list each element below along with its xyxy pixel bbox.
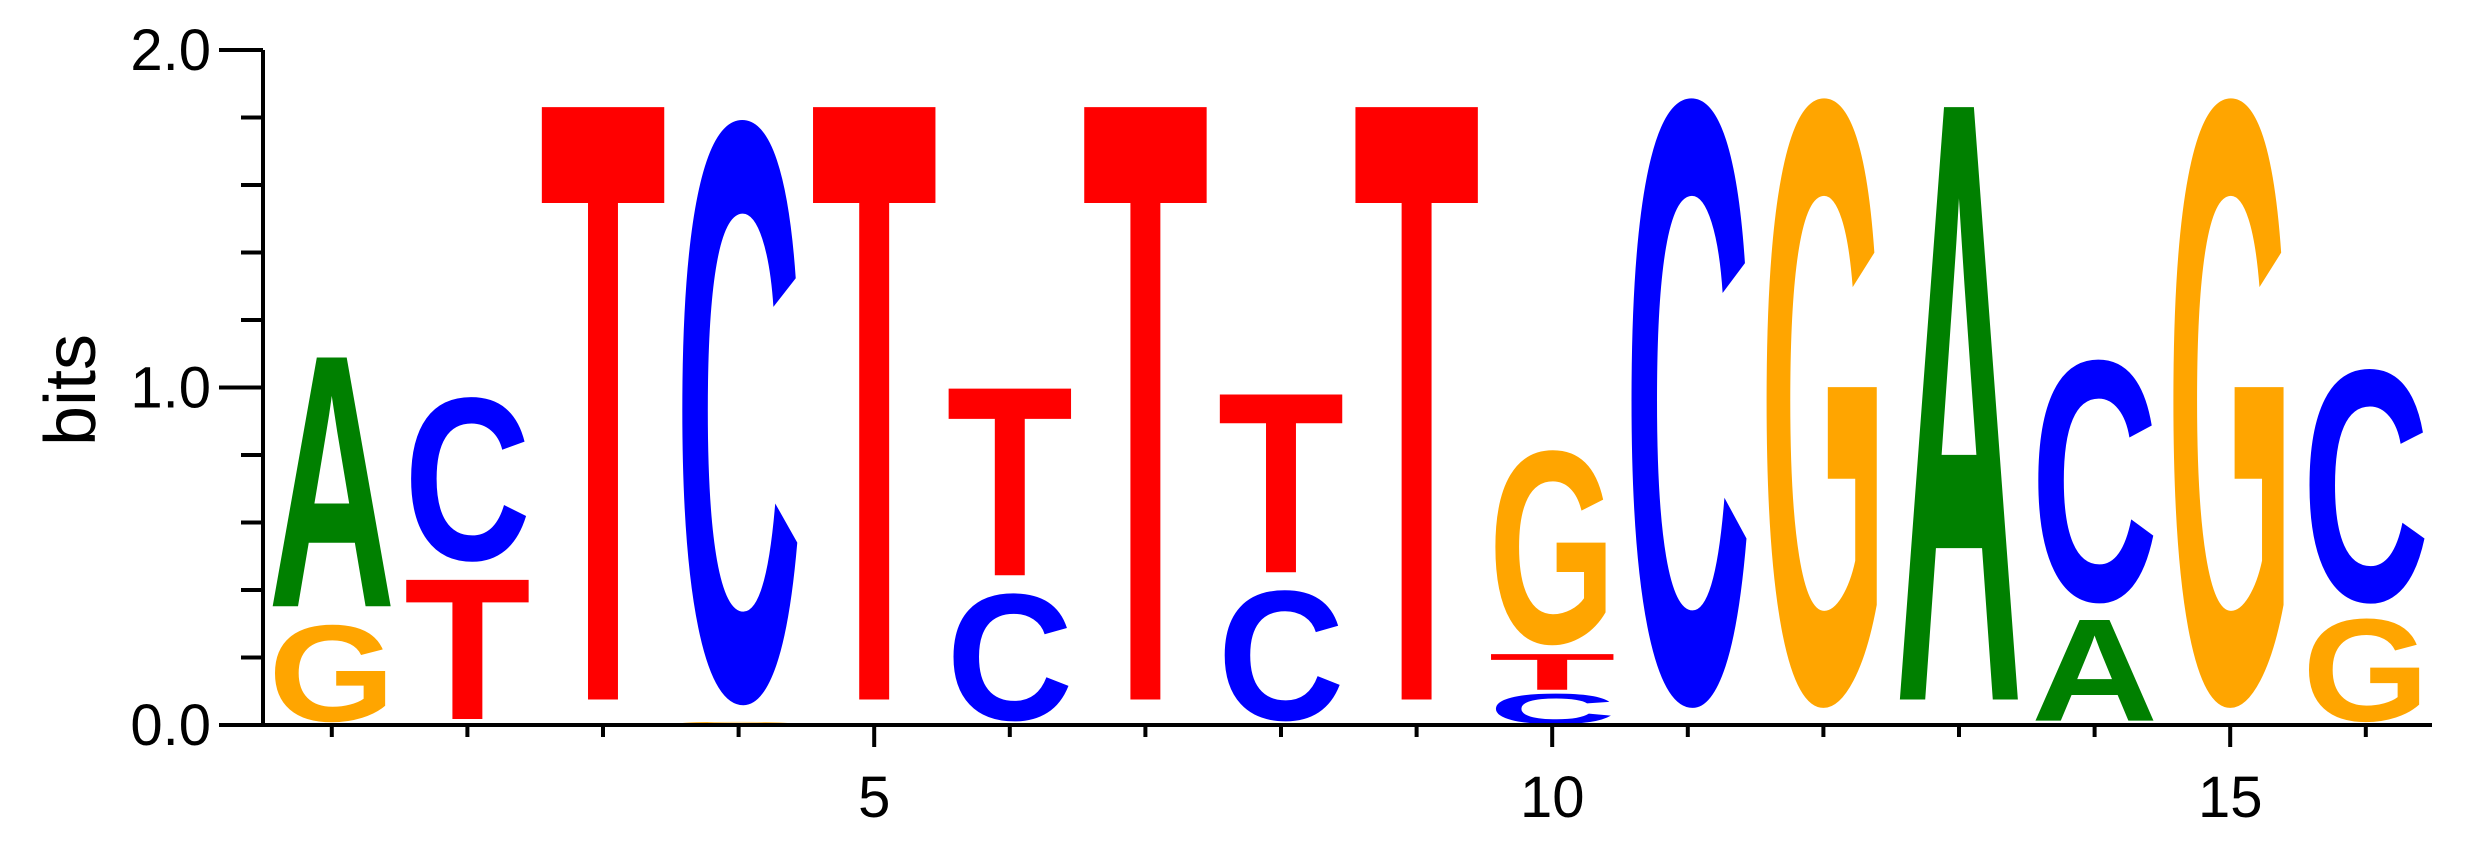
y-tick-label: 0.0 [130, 693, 211, 758]
logo-letter-g: G [1489, 393, 1616, 701]
logo-letter-a: A [1896, 0, 2023, 842]
y-axis-title: bits [31, 334, 111, 446]
x-tick-label: 5 [858, 765, 890, 830]
logo-letter-g: G [2167, 0, 2294, 842]
logo-letter-t: T [811, 0, 938, 842]
logo-letter-g: G [1760, 0, 1887, 842]
logo-letter-c: C [2302, 302, 2429, 672]
logo-letter-t: T [540, 0, 667, 842]
logo-letter-t: T [1082, 0, 1209, 842]
x-tick-label: 15 [2198, 765, 2263, 830]
logo-letter-c: C [675, 0, 802, 842]
y-tick-label: 2.0 [130, 18, 211, 83]
logo-letter-a: A [268, 281, 395, 684]
logo-letter-c: C [2031, 288, 2158, 673]
letter-stacks: GATCTGCTCTTCTTCTGCGAACGGC [268, 0, 2429, 842]
logo-letter-c: C [404, 349, 531, 610]
x-tick-label: 10 [1520, 765, 1585, 830]
logo-letter-t: T [946, 331, 1073, 634]
logo-letter-t: T [1218, 339, 1345, 628]
y-axis: 0.0 1.0 2.0 [130, 18, 263, 758]
logo-letter-c: C [1624, 0, 1751, 842]
y-tick-label: 1.0 [130, 356, 211, 421]
logo-letter-t: T [1353, 0, 1480, 842]
